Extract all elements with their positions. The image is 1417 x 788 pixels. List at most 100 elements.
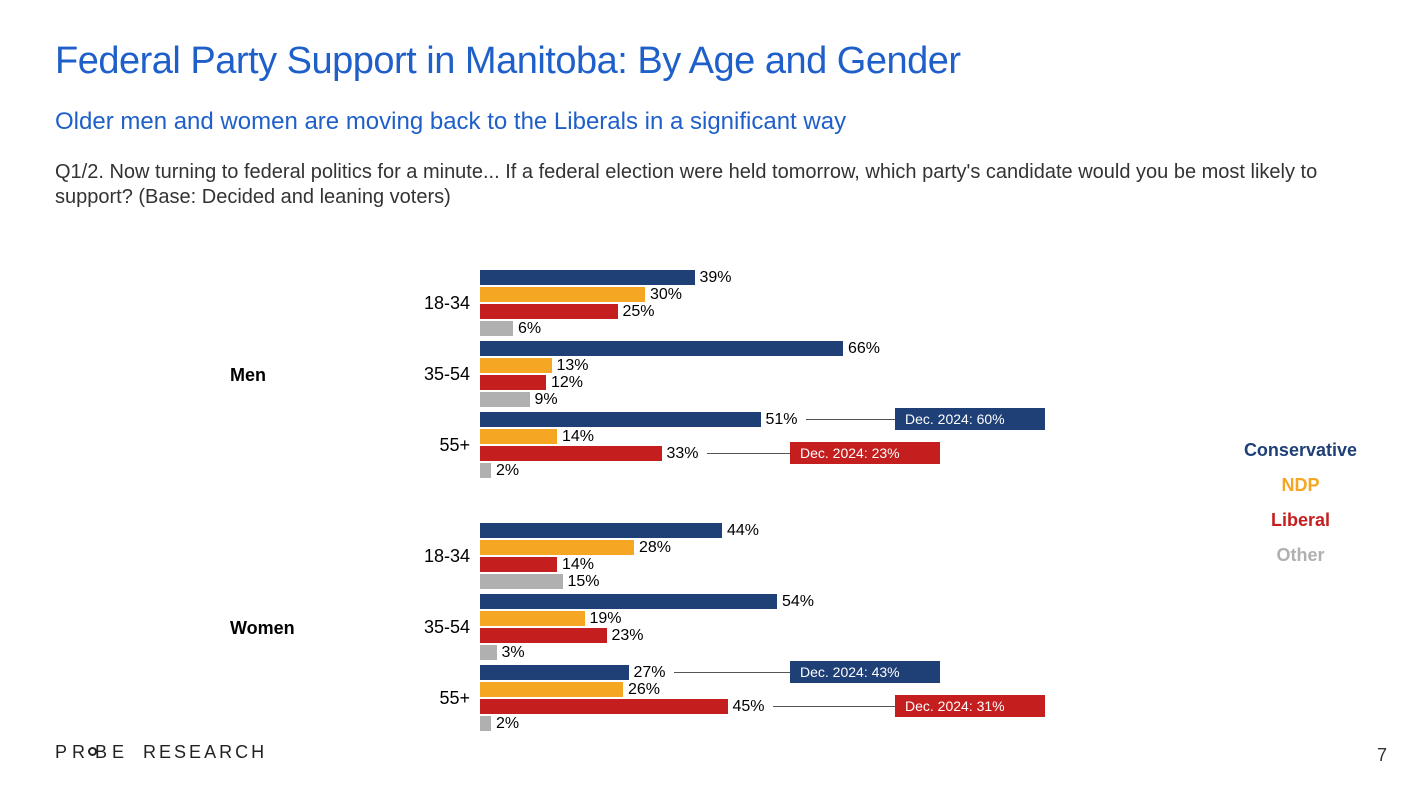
question-text: Q1/2. Now turning to federal politics fo…: [55, 160, 1355, 210]
bar: [480, 304, 618, 319]
bar-row: 39%: [480, 270, 1080, 287]
age-label: 55+: [410, 435, 470, 456]
bar: [480, 375, 546, 390]
bar-row: 9%: [480, 392, 1080, 409]
bar: [480, 523, 722, 538]
bar-value-label: 23%: [612, 627, 644, 645]
age-label: 18-34: [410, 293, 470, 314]
callout-box: Dec. 2024: 60%: [895, 408, 1045, 430]
callout-box: Dec. 2024: 31%: [895, 695, 1045, 717]
callout-box: Dec. 2024: 43%: [790, 661, 940, 683]
bar-row: 13%: [480, 358, 1080, 375]
bar-value-label: 19%: [590, 610, 622, 628]
bar-value-label: 13%: [557, 357, 589, 375]
bars-container: 44%28%14%15%: [480, 523, 1080, 591]
bar-value-label: 39%: [700, 269, 732, 287]
bar: [480, 270, 695, 285]
bar-row: 14%: [480, 429, 1080, 446]
legend-item: Liberal: [1244, 510, 1357, 531]
legend-item: Other: [1244, 545, 1357, 566]
bar-value-label: 26%: [628, 681, 660, 699]
footer-logo: PRBE RESEARCH: [55, 742, 267, 763]
bar-value-label: 51%: [766, 411, 798, 429]
bar-value-label: 28%: [639, 539, 671, 557]
callout-box: Dec. 2024: 23%: [790, 442, 940, 464]
bar: [480, 557, 557, 572]
bar-row: 45%Dec. 2024: 31%: [480, 699, 1080, 716]
bar: [480, 287, 645, 302]
bar-row: 44%: [480, 523, 1080, 540]
bar-row: 2%: [480, 716, 1080, 733]
bar-value-label: 30%: [650, 286, 682, 304]
bar-row: 15%: [480, 574, 1080, 591]
bar-value-label: 66%: [848, 340, 880, 358]
bars-container: 54% 19%23% 3%: [480, 594, 1080, 662]
bar: [480, 540, 634, 555]
bar-row: 3%: [480, 645, 1080, 662]
callout-line: [674, 672, 791, 673]
bar: [480, 628, 607, 643]
bars-container: 51%Dec. 2024: 60%14%33%Dec. 2024: 23%2%: [480, 412, 1080, 480]
age-label: 18-34: [410, 546, 470, 567]
section-gap: [230, 483, 1150, 523]
bar-row: 33%Dec. 2024: 23%: [480, 446, 1080, 463]
logo-part-b: BE: [95, 742, 129, 762]
slide-subtitle: Older men and women are moving back to t…: [55, 108, 846, 136]
bar: [480, 682, 623, 697]
bar: [480, 321, 513, 336]
bar-value-label: 15%: [568, 573, 600, 591]
bar-value-label: 2%: [496, 462, 519, 480]
logo-part-c: RESEARCH: [143, 742, 267, 762]
chart-area: Men18-3439%30%25%6%35-5466%13%12%9%55+51…: [230, 270, 1150, 736]
bar-row: 27%Dec. 2024: 43%: [480, 665, 1080, 682]
bar: [480, 716, 491, 731]
callout-line: [773, 706, 896, 707]
gender-section: Women18-3444%28%14%15%35-5454%19%23%3%55…: [230, 523, 1150, 733]
bar-value-label: 45%: [733, 698, 765, 716]
bar-value-label: 6%: [518, 320, 541, 338]
bar: [480, 446, 662, 461]
age-group: 55+27%Dec. 2024: 43%26%45%Dec. 2024: 31%…: [230, 665, 1150, 733]
bar: [480, 341, 843, 356]
bar-value-label: 14%: [562, 428, 594, 446]
age-group: 18-34 39% 30%25% 6%: [230, 270, 1150, 338]
age-group: 35-5466%13%12%9%: [230, 341, 1150, 409]
bar-row: 6%: [480, 321, 1080, 338]
bar-row: 51%Dec. 2024: 60%: [480, 412, 1080, 429]
bar-value-label: 27%: [634, 664, 666, 682]
bar: [480, 665, 629, 680]
bar-row: 19%: [480, 611, 1080, 628]
age-group: 55+ 51%Dec. 2024: 60%14%33%Dec. 2024: 23%…: [230, 412, 1150, 480]
callout-line: [707, 453, 791, 454]
bar: [480, 429, 557, 444]
bar-row: 30%: [480, 287, 1080, 304]
legend-item: NDP: [1244, 475, 1357, 496]
bar-row: 23%: [480, 628, 1080, 645]
age-label: 35-54: [410, 617, 470, 638]
bar: [480, 645, 497, 660]
slide-title: Federal Party Support in Manitoba: By Ag…: [55, 40, 961, 83]
bar: [480, 699, 728, 714]
bar-value-label: 25%: [623, 303, 655, 321]
bar: [480, 463, 491, 478]
bar: [480, 594, 777, 609]
callout-line: [806, 419, 896, 420]
bar-value-label: 54%: [782, 593, 814, 611]
bar-row: 28%: [480, 540, 1080, 557]
bar-value-label: 2%: [496, 715, 519, 733]
bar: [480, 358, 552, 373]
legend: Conservative NDP Liberal Other: [1244, 440, 1357, 580]
bar-value-label: 3%: [502, 644, 525, 662]
bar: [480, 574, 563, 589]
bar-value-label: 9%: [535, 391, 558, 409]
page-number: 7: [1377, 745, 1387, 766]
bar-value-label: 12%: [551, 374, 583, 392]
bars-container: 39% 30%25% 6%: [480, 270, 1080, 338]
age-group: 18-3444%28%14%15%: [230, 523, 1150, 591]
age-label: 55+: [410, 688, 470, 709]
age-group: 35-54 54% 19%23% 3%: [230, 594, 1150, 662]
legend-item: Conservative: [1244, 440, 1357, 461]
bar-row: 2%: [480, 463, 1080, 480]
bar-value-label: 44%: [727, 522, 759, 540]
bars-container: 66% 13%12%9%: [480, 341, 1080, 409]
